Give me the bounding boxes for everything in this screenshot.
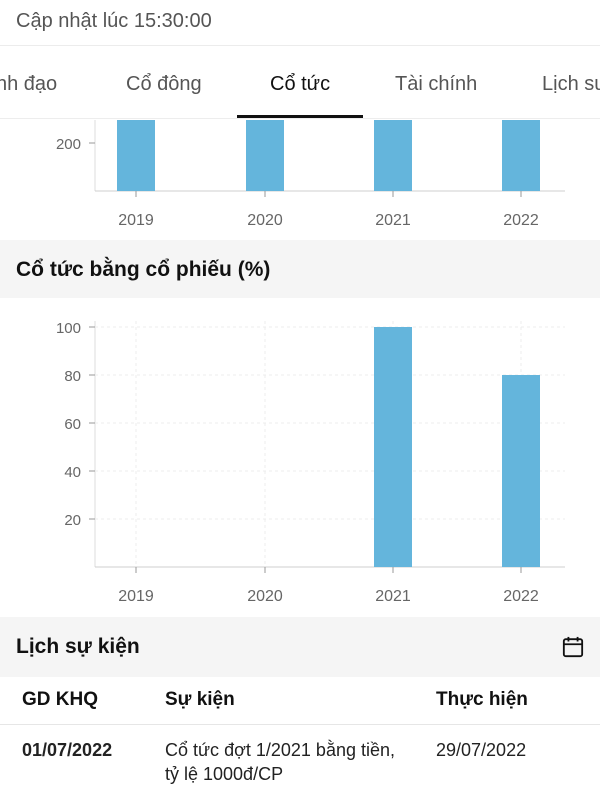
row-ex-date: 01/07/2022 — [22, 740, 113, 760]
bar-2020 — [246, 120, 284, 191]
bar-2022 — [502, 120, 540, 191]
column-header-payment-date: Thực hiện — [436, 689, 528, 710]
bar-2021 — [374, 120, 412, 191]
x-tick-label: 2022 — [503, 212, 539, 229]
events-title: Lịch sự kiện — [16, 635, 140, 658]
tab-finance[interactable]: Tài chính — [395, 73, 478, 95]
events-header: Lịch sự kiện — [0, 617, 600, 677]
row-event-line2: tỷ lệ 1000đ/CP — [165, 764, 284, 784]
tab-shareholders[interactable]: Cổ đông — [126, 73, 202, 95]
x-tick-label: 2020 — [247, 588, 283, 605]
tab-bar: nh đạo Cổ đông Cổ tức Tài chính Lịch sư — [0, 47, 600, 119]
tab-leadership[interactable]: nh đạo — [0, 73, 58, 95]
stock-dividend-title: Cổ tức bằng cổ phiếu (%) — [16, 258, 271, 281]
x-tick-label: 2019 — [118, 588, 154, 605]
y-tick-label: 40 — [64, 464, 81, 481]
bar-2021 — [374, 327, 412, 567]
x-tick-label: 2022 — [503, 588, 539, 605]
x-tick-label: 2021 — [375, 588, 411, 605]
table-row[interactable]: 01/07/2022 Cổ tức đợt 1/2021 bằng tiền, … — [0, 725, 600, 800]
active-tab-indicator — [237, 115, 363, 118]
row-payment-date: 29/07/2022 — [436, 740, 527, 760]
x-tick-label: 2021 — [375, 212, 411, 229]
updated-time-label: Cập nhật lúc 15:30:00 — [16, 10, 212, 32]
y-tick-label: 20 — [64, 512, 81, 529]
y-tick-label: 60 — [64, 416, 81, 433]
events-table-header: GD KHQ Sự kiện Thực hiện — [0, 677, 600, 725]
column-header-event: Sự kiện — [165, 689, 235, 710]
stock-dividend-header: Cổ tức bằng cổ phiếu (%) — [0, 240, 600, 298]
row-event: Cổ tức đợt 1/2021 bằng tiền, tỷ lệ 1000đ… — [165, 738, 395, 786]
stock-dividend-chart: 20 40 60 80 100 2019 2020 2021 2022 — [0, 298, 600, 618]
x-tick-label: 2020 — [247, 212, 283, 229]
y-tick-label: 200 — [56, 136, 81, 153]
bar-2022 — [502, 375, 540, 567]
column-header-ex-date: GD KHQ — [22, 689, 98, 710]
update-bar: Cập nhật lúc 15:30:00 — [0, 0, 600, 46]
x-tick-label: 2019 — [118, 212, 154, 229]
calendar-icon[interactable] — [562, 636, 584, 658]
stock-dividend-chart-svg: 20 40 60 80 100 2019 2020 2021 2022 — [56, 320, 565, 605]
tab-dividends[interactable]: Cổ tức — [270, 73, 331, 95]
y-tick-label: 80 — [64, 368, 81, 385]
row-event-line1: Cổ tức đợt 1/2021 bằng tiền, — [165, 740, 396, 760]
tab-history[interactable]: Lịch sư — [542, 73, 600, 95]
bar-2019 — [117, 120, 155, 191]
y-tick-label: 100 — [56, 320, 81, 337]
cash-dividend-chart: 200 2019 2020 2021 2022 — [0, 120, 600, 240]
cash-dividend-chart-svg: 200 2019 2020 2021 2022 — [56, 120, 565, 229]
